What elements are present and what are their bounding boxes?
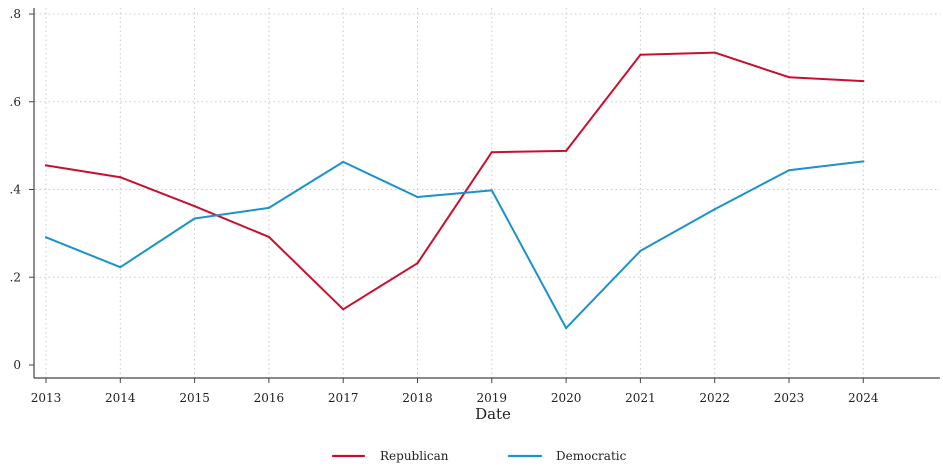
series-layer bbox=[44, 51, 865, 330]
axis-layer: 0 .2 .4 .6 .8 2013 2014 2015 2016 2017 2018 2019 202… bbox=[10, 7, 940, 423]
x-tick-label: 2020 bbox=[551, 391, 582, 405]
x-tick-label: 2022 bbox=[699, 391, 730, 405]
x-tick-label: 2021 bbox=[625, 391, 656, 405]
x-tick-label: 2017 bbox=[328, 391, 359, 405]
x-tick-label: 2016 bbox=[254, 391, 285, 405]
data-point-democratic bbox=[193, 217, 196, 220]
data-point-democratic bbox=[416, 195, 419, 199]
data-point-republican bbox=[193, 205, 196, 208]
x-axis-title: Date bbox=[475, 405, 511, 423]
data-point-democratic bbox=[44, 236, 48, 239]
data-point-democratic bbox=[490, 189, 493, 192]
series-line-republican bbox=[45, 51, 865, 311]
data-point-republican bbox=[713, 51, 716, 54]
y-tick-label: .6 bbox=[10, 95, 21, 109]
data-point-democratic bbox=[639, 249, 642, 253]
data-point-republican bbox=[416, 262, 419, 265]
data-point-democratic bbox=[713, 208, 716, 211]
grid-layer bbox=[34, 8, 940, 378]
x-tick-label: 2019 bbox=[477, 391, 508, 405]
series-line-democratic bbox=[45, 160, 865, 330]
data-point-democratic bbox=[342, 160, 345, 163]
data-point-republican bbox=[342, 308, 345, 311]
x-tick-label: 2015 bbox=[179, 391, 210, 405]
legend: Republican Democratic bbox=[331, 449, 627, 463]
x-tick-label: 2024 bbox=[848, 391, 879, 405]
y-tick-label: .8 bbox=[10, 7, 21, 21]
data-point-democratic bbox=[267, 206, 270, 210]
x-tick-label: 2018 bbox=[402, 391, 433, 405]
x-tick-label: 2023 bbox=[774, 391, 805, 405]
data-point-republican bbox=[119, 176, 122, 179]
data-point-democratic bbox=[787, 169, 791, 172]
data-point-republican bbox=[787, 76, 791, 79]
x-tick-label: 2013 bbox=[31, 391, 62, 405]
plot-area bbox=[34, 8, 940, 378]
y-tick-label: .2 bbox=[10, 270, 21, 284]
data-point-democratic bbox=[119, 266, 122, 269]
y-tick-label: 0 bbox=[13, 358, 21, 372]
data-point-republican bbox=[862, 80, 865, 83]
legend-label-republican: Republican bbox=[380, 449, 449, 463]
data-point-republican bbox=[490, 151, 493, 154]
data-point-republican bbox=[639, 53, 642, 56]
data-point-democratic bbox=[565, 327, 568, 330]
y-tick-label: .4 bbox=[10, 183, 22, 197]
x-tick-label: 2014 bbox=[105, 391, 136, 405]
data-point-republican bbox=[565, 149, 568, 152]
data-point-republican bbox=[44, 164, 48, 167]
data-point-republican bbox=[267, 235, 270, 238]
data-point-democratic bbox=[862, 160, 865, 163]
legend-label-democratic: Democratic bbox=[556, 449, 627, 463]
